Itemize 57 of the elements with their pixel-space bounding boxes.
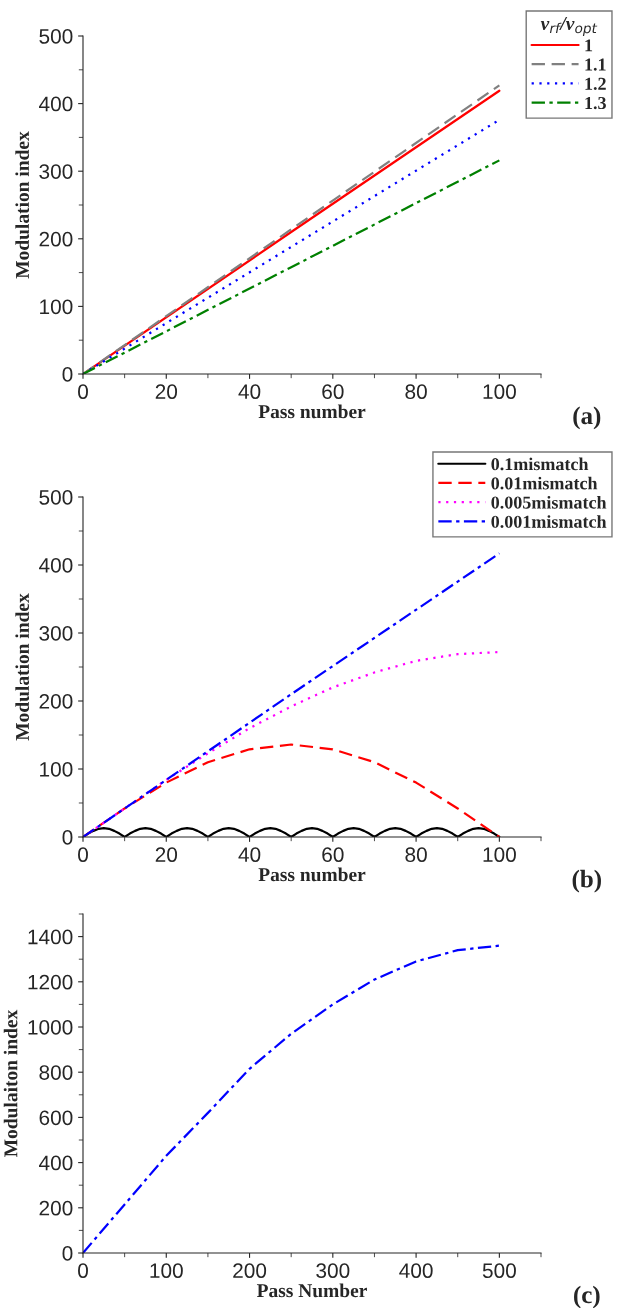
line-series <box>83 944 501 1253</box>
y-tick-label: 200 <box>39 1200 73 1216</box>
y-tick-label: 400 <box>39 96 73 112</box>
x-tick-label: 20 <box>155 847 178 863</box>
x-tick-label: 0 <box>78 1263 88 1279</box>
y-tick-label: 1400 <box>28 929 73 945</box>
y-tick-label: 400 <box>39 1155 73 1171</box>
x-axis-title: Pass number <box>258 404 366 419</box>
legend-label: 1 <box>585 39 593 52</box>
legend-title: v$_{rf}$/v$_{opt}$ <box>540 17 598 36</box>
text: (b) <box>572 869 601 893</box>
y-tick-label: 500 <box>39 490 73 505</box>
y-axis-title: Modulaiton index <box>3 1009 18 1157</box>
y-tick-label: 100 <box>40 299 73 315</box>
legend-label: 0.001mismatch <box>491 515 607 528</box>
y-axis-title: Modulation index <box>15 593 30 741</box>
x-tick-label: 0 <box>78 384 88 400</box>
legend-label: 1.1 <box>585 58 606 71</box>
x-tick-label: 0 <box>78 847 88 863</box>
x-axis-title: Pass number <box>258 867 366 882</box>
y-tick-label: 400 <box>39 558 73 573</box>
x-axis-title: Pass Number <box>256 1283 367 1298</box>
legend-label: 0.005mismatch <box>491 495 607 509</box>
y-tick-label: 500 <box>39 29 73 44</box>
x-tick-label: 400 <box>399 1263 433 1279</box>
x-tick-label: 80 <box>405 384 427 400</box>
y-tick-label: 800 <box>39 1065 73 1080</box>
x-tick-label: 80 <box>405 847 427 863</box>
text: (a) <box>573 406 601 430</box>
y-tick-label: 200 <box>39 694 73 709</box>
x-tick-label: 60 <box>322 384 344 400</box>
y-tick-label: 100 <box>40 762 73 777</box>
x-tick-label: 200 <box>233 1263 267 1279</box>
y-tick-label: 0 <box>62 367 73 382</box>
y-tick-label: 1000 <box>28 1020 73 1035</box>
x-tick-label: 500 <box>482 1263 516 1279</box>
y-tick-label: 300 <box>39 626 73 641</box>
y-tick-label: 600 <box>39 1110 73 1126</box>
y-tick-label: 0 <box>62 830 73 845</box>
text: (c) <box>574 1285 600 1308</box>
y-tick-label: 300 <box>39 164 73 179</box>
legend-label: 1.3 <box>585 96 606 110</box>
y-tick-label: 0 <box>62 1246 73 1261</box>
x-tick-label: 20 <box>155 384 178 400</box>
y-tick-label: 1200 <box>28 974 73 990</box>
legend-label: 0.1mismatch <box>491 457 589 471</box>
x-tick-label: 100 <box>483 384 516 400</box>
x-tick-label: 100 <box>483 847 516 863</box>
x-tick-label: 60 <box>322 847 344 863</box>
x-tick-label: 300 <box>316 1263 350 1279</box>
x-tick-label: 40 <box>238 384 261 400</box>
legend-label: 0.01mismatch <box>491 476 598 490</box>
y-tick-label: 200 <box>39 231 73 247</box>
legend-label: 1.2 <box>585 77 606 90</box>
x-tick-label: 100 <box>150 1263 183 1279</box>
x-tick-label: 40 <box>238 847 261 863</box>
y-axis-title: Modulation index <box>15 131 30 279</box>
